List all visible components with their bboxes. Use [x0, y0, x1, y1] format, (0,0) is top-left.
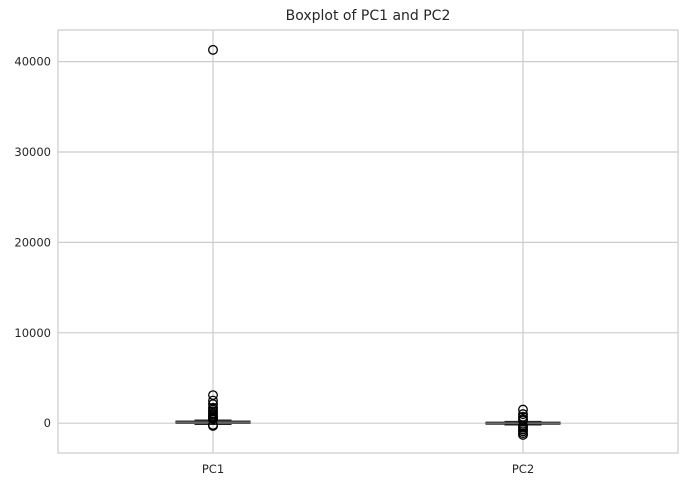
y-axis-ticks: 0 10000 20000 30000 40000	[14, 55, 51, 431]
outlier-point	[518, 429, 528, 440]
box-pc2	[485, 404, 561, 440]
outlier-point	[208, 414, 218, 425]
x-tick-label: PC2	[512, 462, 534, 476]
outlier-point	[208, 44, 218, 55]
x-tick-label: PC1	[202, 462, 224, 476]
box-pc1	[175, 44, 251, 431]
plot-frame	[57, 29, 679, 454]
outlier-point	[208, 420, 218, 431]
y-tick-label: 30000	[14, 145, 51, 159]
boxes	[175, 44, 561, 440]
outlier-point	[518, 409, 528, 420]
chart-title: Boxplot of PC1 and PC2	[286, 8, 451, 24]
y-tick-label: 0	[44, 416, 51, 430]
x-axis-ticks: PC1 PC2	[202, 462, 534, 476]
grid-lines	[58, 30, 678, 453]
y-tick-label: 10000	[14, 326, 51, 340]
y-tick-label: 40000	[14, 55, 51, 69]
y-tick-label: 20000	[14, 235, 51, 249]
plot-area	[58, 30, 678, 453]
outlier-point	[518, 404, 528, 415]
